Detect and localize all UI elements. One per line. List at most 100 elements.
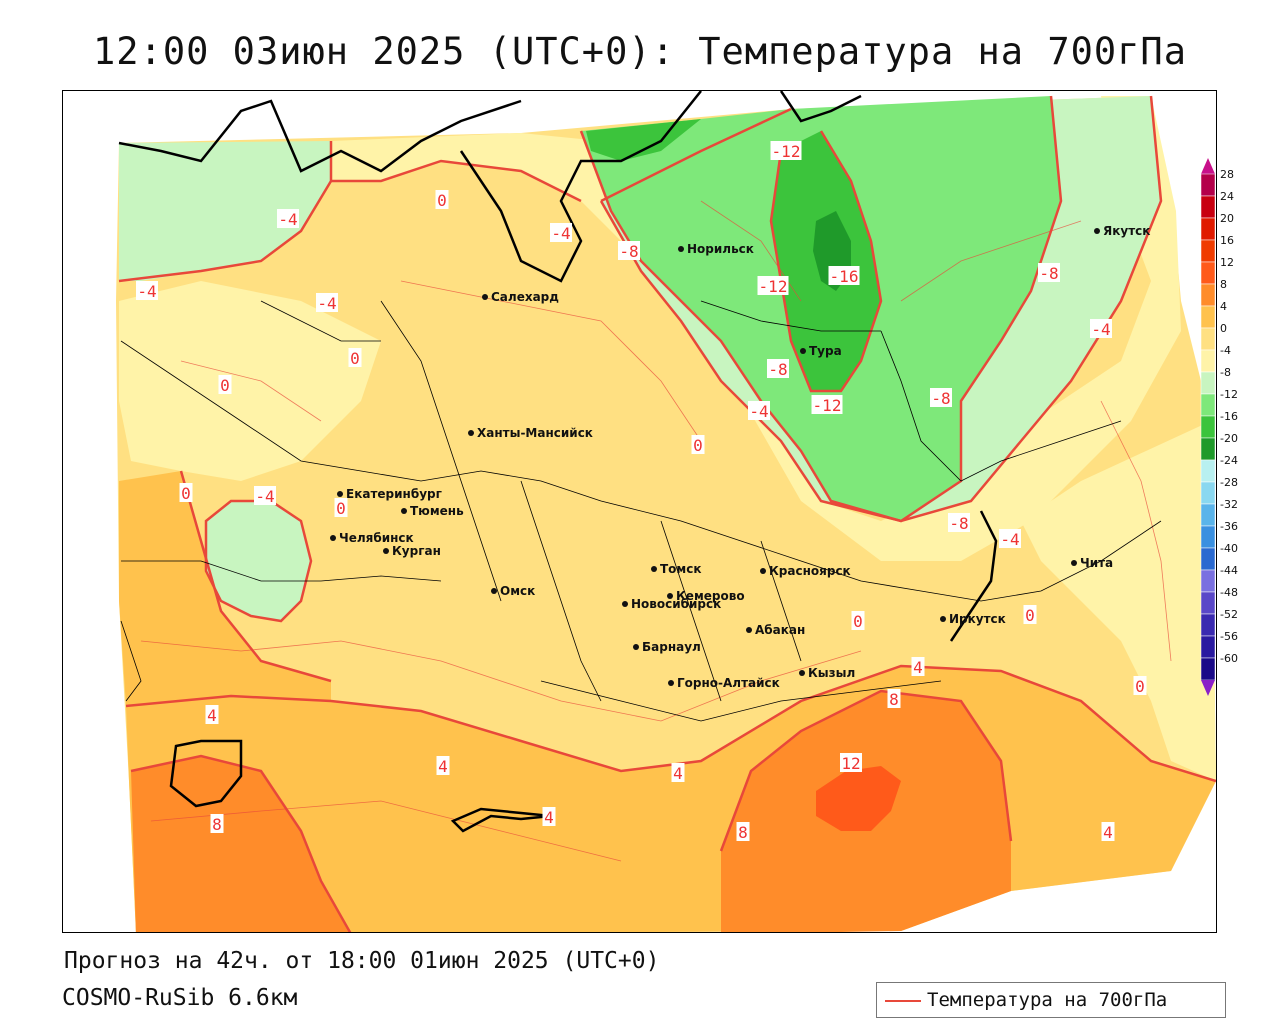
isoline-label: -12 — [759, 277, 788, 296]
scale-cell — [1200, 503, 1216, 527]
isoline-label: 0 — [350, 349, 360, 368]
isoline-label-bg — [887, 689, 901, 708]
city-label: Екатеринбург — [346, 487, 442, 501]
isoline-label: 8 — [889, 690, 899, 709]
city-dot — [1071, 560, 1077, 566]
scale-cell — [1200, 459, 1216, 483]
isoline-label-bg — [1133, 676, 1147, 695]
isoline-label: -8 — [619, 242, 638, 261]
isoline-label-bg — [1023, 605, 1037, 624]
city-label: Кемерово — [676, 589, 745, 603]
scale-label: 24 — [1220, 190, 1234, 203]
scale-cell — [1200, 393, 1216, 417]
isoline-label: 4 — [207, 706, 217, 725]
scale-bottom-arrow — [1201, 680, 1215, 696]
scale-cell — [1200, 327, 1216, 351]
city-label: Красноярск — [769, 564, 851, 578]
city-label: Омск — [500, 584, 535, 598]
scale-cell — [1200, 349, 1216, 373]
admin-borders — [120, 300, 1162, 722]
isoline-label-bg — [436, 756, 450, 775]
isolines — [118, 95, 1216, 932]
scale-label: 8 — [1220, 278, 1227, 291]
isoline-label-bg — [334, 498, 348, 517]
isoline-label-bg — [767, 359, 789, 378]
zone-orange-light-west — [119, 471, 331, 706]
scale-cell — [1200, 217, 1216, 241]
scale-label: -12 — [1220, 388, 1238, 401]
isoline-label-bg — [999, 529, 1021, 548]
isoline-label: 0 — [220, 376, 230, 395]
scale-cell — [1200, 305, 1216, 329]
scale-label: -44 — [1220, 564, 1238, 577]
scale-label: -48 — [1220, 586, 1238, 599]
scale-label: -16 — [1220, 410, 1238, 423]
isoline-label: -8 — [1039, 264, 1058, 283]
scale-cell — [1200, 173, 1216, 197]
isoline-label: -8 — [949, 514, 968, 533]
isoline-label: -16 — [830, 267, 859, 286]
isoline-label: 4 — [673, 764, 683, 783]
isoline-label-bg — [1038, 263, 1060, 282]
zone-green-dark-top — [586, 119, 701, 161]
isoline-label: -4 — [551, 224, 570, 243]
scale-label: 12 — [1220, 256, 1234, 269]
city-dot — [651, 566, 657, 572]
temperature-map: Норильск Якутск Салехард Тура Ханты-Мансийск… — [116, 91, 1216, 932]
isoline-label-bg — [136, 281, 158, 300]
isoline-label: -4 — [749, 402, 768, 421]
isoline-label: -12 — [772, 142, 801, 161]
city-label: Челябинск — [339, 531, 414, 545]
isoline-label-bg — [277, 209, 299, 228]
model-name: COSMO-RuSib 6.6км — [62, 985, 298, 1011]
isoline-label: -4 — [317, 294, 336, 313]
isoline-label-bg — [348, 348, 362, 367]
scale-cell — [1200, 613, 1216, 637]
city-dot — [330, 535, 336, 541]
isoline-label-bg — [811, 395, 843, 414]
isoline-label: 12 — [841, 754, 860, 773]
isoline-label: 8 — [738, 823, 748, 842]
scale-cell — [1200, 525, 1216, 549]
city-label: Тюмень — [410, 504, 464, 518]
scale-cell — [1200, 415, 1216, 439]
city-dot — [940, 616, 946, 622]
city-label: Салехард — [491, 290, 559, 304]
isoline-label: 0 — [181, 484, 191, 503]
scale-cell — [1200, 635, 1216, 659]
isoline-label-bg — [757, 276, 789, 295]
scale-label: -8 — [1220, 366, 1231, 379]
isoline-label: 0 — [1025, 606, 1035, 625]
zone-red-orange — [816, 766, 901, 831]
isoline-label: 4 — [438, 757, 448, 776]
isoline-labels: -12 -4 0 -4 -8 -16 -8 -4 -12 -4 -4 0 -8 0 -12 -8 -4 0 0 -4 0… — [136, 141, 1147, 842]
isoline-label: 8 — [212, 815, 222, 834]
isoline-label: 0 — [1135, 677, 1145, 696]
isoline-label: -8 — [931, 389, 950, 408]
isoline-label: -4 — [255, 487, 274, 506]
isoline-label: -4 — [278, 210, 297, 229]
city-label: Чита — [1080, 556, 1113, 570]
isoline-label-bg — [691, 435, 705, 454]
isoline-label-bg — [948, 513, 970, 532]
city-label: Иркутск — [949, 612, 1006, 626]
city-label: Норильск — [687, 242, 754, 256]
city-dot — [760, 568, 766, 574]
isoline-label-bg — [748, 401, 770, 420]
scale-cell — [1200, 657, 1216, 681]
scale-label: 20 — [1220, 212, 1234, 225]
scale-cell — [1200, 437, 1216, 461]
scale-label: 4 — [1220, 300, 1227, 313]
coastlines — [118, 91, 998, 833]
zone-yellow-light-north — [331, 96, 1181, 561]
isoline-label: 0 — [853, 612, 863, 631]
scale-top-arrow — [1201, 158, 1215, 174]
city-dot — [491, 588, 497, 594]
isoline-label-bg — [1090, 319, 1112, 338]
isoline-label-bg — [435, 190, 449, 209]
isoline-label: 4 — [1103, 823, 1113, 842]
color-scale: 28 24 20 16 12 8 4 0 -4 -8 -12 -16 -20 -24 -28 -32 -36 -4… — [1200, 158, 1238, 696]
scale-label: -20 — [1220, 432, 1238, 445]
city-label: Курган — [392, 544, 441, 558]
isoline-label-bg — [179, 483, 193, 502]
